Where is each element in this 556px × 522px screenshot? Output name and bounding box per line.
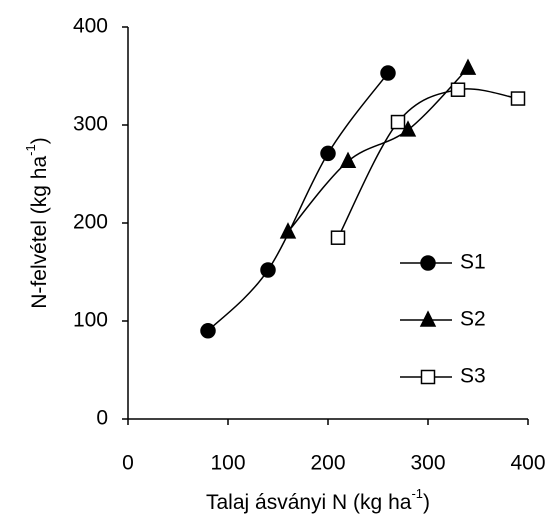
legend-marker [420,255,436,271]
y-tick-label: 100 [73,309,108,332]
series-line [337,88,519,239]
point [200,323,216,339]
point [450,82,466,97]
y-tick-label: 300 [73,113,108,136]
point [260,262,276,278]
point [339,151,357,169]
series-line [207,72,389,332]
y-tick-label: 400 [73,15,108,38]
x-tick-label: 300 [410,452,445,475]
x-axis-label: Talaj ásványi N (kg ha-1) [206,486,430,513]
x-tick-label: 200 [310,452,345,475]
point [320,145,336,162]
point [510,91,526,106]
point [390,114,406,130]
point [279,222,297,239]
point [380,65,396,81]
x-tick-label: 100 [210,452,245,475]
legend-label: S2 [460,308,486,331]
x-tick-label: 400 [510,452,545,475]
legend-marker [419,310,437,327]
legend-label: S3 [460,365,486,388]
point [330,230,346,245]
y-axis-label: N-felvétel (kg ha-1) [23,137,50,308]
legend-label: S1 [460,251,486,274]
series-line [287,67,469,233]
y-tick-label: 200 [73,211,108,234]
legend-marker [420,369,436,385]
y-tick-label: 0 [96,407,108,430]
point [459,58,477,75]
x-tick-label: 0 [122,452,134,475]
